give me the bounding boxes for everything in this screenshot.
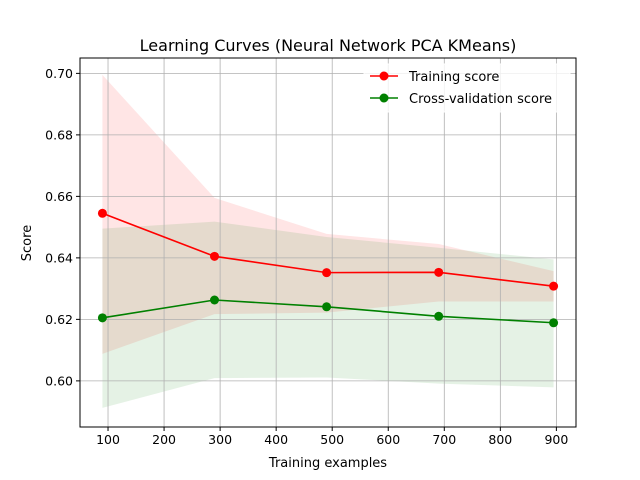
series-0-point-3 <box>434 267 444 277</box>
y-tick-label-3: 0.66 <box>45 189 73 204</box>
x-tick-label-5: 600 <box>376 432 400 447</box>
y-axis-label: Score <box>20 225 35 261</box>
legend-marker-1 <box>379 93 389 103</box>
chart-title: Learning Curves (Neural Network PCA KMea… <box>140 36 517 55</box>
x-tick-label-2: 300 <box>208 432 232 447</box>
series-1-point-2 <box>322 302 332 312</box>
grid <box>80 58 576 427</box>
axes <box>79 57 577 428</box>
x-tick-label-8: 900 <box>544 432 568 447</box>
series-1-point-0 <box>97 313 107 323</box>
y-tick-label-2: 0.64 <box>45 250 73 265</box>
series-0-band <box>102 74 554 354</box>
series-0-point-4 <box>549 281 559 291</box>
x-tick-label-7: 800 <box>488 432 512 447</box>
y-tick-label-5: 0.70 <box>45 66 73 81</box>
plot-frame <box>79 57 577 428</box>
series-0-point-2 <box>322 268 332 278</box>
legend-label-1: Cross-validation score <box>409 92 552 107</box>
confidence-bands <box>102 74 554 408</box>
x-axis-label: Training examples <box>268 456 387 471</box>
legend-box <box>363 63 571 113</box>
x-tick-label-3: 400 <box>264 432 288 447</box>
legend-marker-0 <box>379 71 389 81</box>
x-tick-label-6: 700 <box>432 432 456 447</box>
series-0-point-0 <box>97 208 107 218</box>
x-tick-label-0: 100 <box>96 432 120 447</box>
series-1-point-4 <box>549 318 559 328</box>
series-1-band <box>102 221 554 408</box>
y-tick-label-0: 0.60 <box>45 373 73 388</box>
legend-label-0: Training score <box>408 70 499 85</box>
legend: Training score Cross-validation score <box>363 63 571 113</box>
series-0-point-1 <box>210 251 220 261</box>
y-tick-label-1: 0.62 <box>45 312 73 327</box>
y-tick-label-4: 0.68 <box>45 127 73 142</box>
x-tick-label-1: 200 <box>152 432 176 447</box>
x-tick-label-4: 500 <box>320 432 344 447</box>
series-lines <box>97 208 559 328</box>
ticks: 100 200 300 400 500 600 700 800 900 0.60 0.62 0.64 0… <box>45 66 568 447</box>
series-1-point-3 <box>434 311 444 321</box>
series-1-point-1 <box>210 295 220 305</box>
